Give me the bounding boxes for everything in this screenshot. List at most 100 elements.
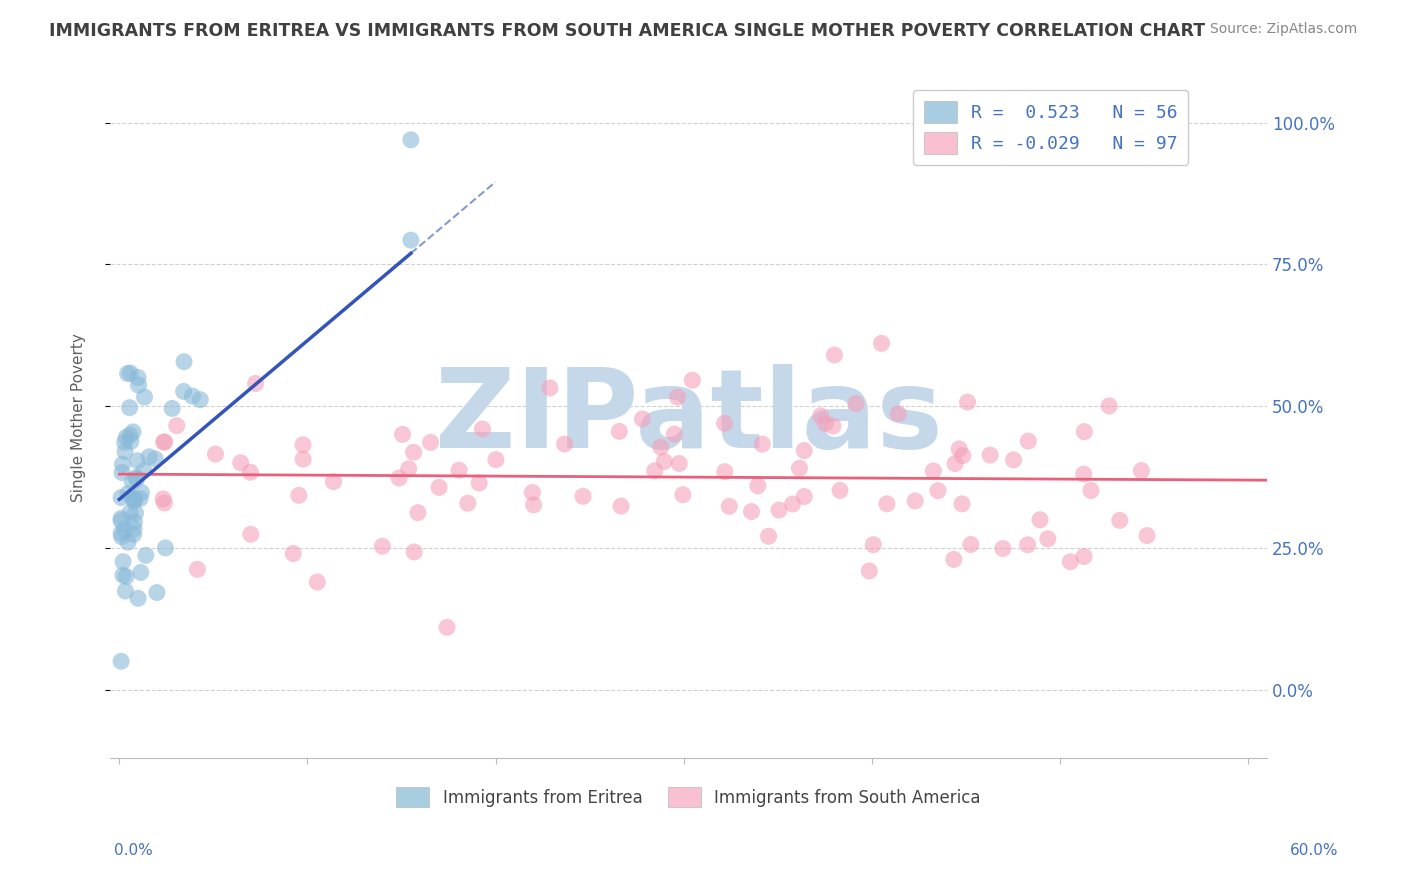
Legend: Immigrants from Eritrea, Immigrants from South America: Immigrants from Eritrea, Immigrants from… — [389, 780, 987, 814]
Point — [110, 526, 132, 541]
Point — [485, 452, 508, 467]
Point — [143, 452, 166, 467]
Point — [714, 465, 737, 479]
Point — [1108, 513, 1130, 527]
Point — [862, 538, 884, 552]
Point — [239, 527, 262, 541]
Point — [127, 454, 149, 468]
Point — [650, 440, 672, 454]
Point — [292, 452, 315, 467]
Text: Source: ZipAtlas.com: Source: ZipAtlas.com — [1209, 22, 1357, 37]
Point — [793, 490, 815, 504]
Point — [138, 450, 160, 464]
Point — [110, 514, 132, 528]
Point — [122, 527, 145, 541]
Point — [283, 547, 305, 561]
Point — [291, 438, 314, 452]
Y-axis label: Single Mother Poverty: Single Mother Poverty — [72, 333, 86, 502]
Point — [132, 464, 155, 478]
Point — [114, 523, 136, 537]
Point — [927, 483, 949, 498]
Point — [1059, 555, 1081, 569]
Point — [828, 483, 851, 498]
Point — [751, 437, 773, 451]
Point — [388, 471, 411, 485]
Point — [538, 381, 561, 395]
Point — [821, 419, 844, 434]
Point — [204, 447, 226, 461]
Point — [111, 466, 134, 480]
Point — [1130, 464, 1153, 478]
Point — [610, 499, 633, 513]
Point — [419, 435, 441, 450]
Point — [554, 437, 576, 451]
Point — [117, 535, 139, 549]
Point — [402, 445, 425, 459]
Point — [858, 564, 880, 578]
Point — [186, 562, 208, 576]
Point — [668, 457, 690, 471]
Point — [135, 549, 157, 563]
Point — [124, 491, 146, 506]
Point — [447, 463, 470, 477]
Point — [922, 464, 945, 478]
Point — [122, 522, 145, 536]
Point — [1073, 467, 1095, 481]
Point — [887, 407, 910, 421]
Point — [436, 620, 458, 634]
Point — [810, 409, 832, 423]
Point — [471, 422, 494, 436]
Point — [322, 475, 344, 489]
Point — [125, 470, 148, 484]
Point — [572, 489, 595, 503]
Point — [718, 500, 741, 514]
Point — [160, 401, 183, 416]
Point — [111, 457, 134, 471]
Point — [979, 448, 1001, 462]
Point — [112, 555, 135, 569]
Point — [371, 539, 394, 553]
Point — [127, 370, 149, 384]
Point — [681, 373, 703, 387]
Point — [1002, 453, 1025, 467]
Point — [391, 427, 413, 442]
Point — [942, 552, 965, 566]
Point — [666, 390, 689, 404]
Point — [155, 541, 177, 555]
Point — [747, 479, 769, 493]
Point — [1036, 532, 1059, 546]
Point — [110, 654, 132, 668]
Point — [110, 511, 132, 525]
Point — [129, 491, 152, 506]
Point — [468, 475, 491, 490]
Point — [152, 435, 174, 450]
Point — [129, 566, 152, 580]
Point — [607, 425, 630, 439]
Point — [114, 435, 136, 450]
Point — [153, 496, 176, 510]
Point — [134, 390, 156, 404]
Point — [1073, 425, 1095, 439]
Point — [124, 515, 146, 529]
Point — [152, 491, 174, 506]
Point — [1080, 483, 1102, 498]
Point — [950, 497, 973, 511]
Point — [664, 427, 686, 442]
Point — [1073, 549, 1095, 564]
Point — [307, 575, 329, 590]
Point — [523, 498, 546, 512]
Point — [845, 397, 868, 411]
Point — [120, 366, 142, 380]
Point — [457, 496, 479, 510]
Point — [406, 506, 429, 520]
Point — [229, 456, 252, 470]
Point — [117, 486, 139, 500]
Point — [427, 480, 450, 494]
Point — [146, 585, 169, 599]
Point — [111, 568, 134, 582]
Point — [239, 465, 262, 479]
Point — [127, 591, 149, 606]
Point — [114, 444, 136, 458]
Point — [117, 367, 139, 381]
Point — [125, 472, 148, 486]
